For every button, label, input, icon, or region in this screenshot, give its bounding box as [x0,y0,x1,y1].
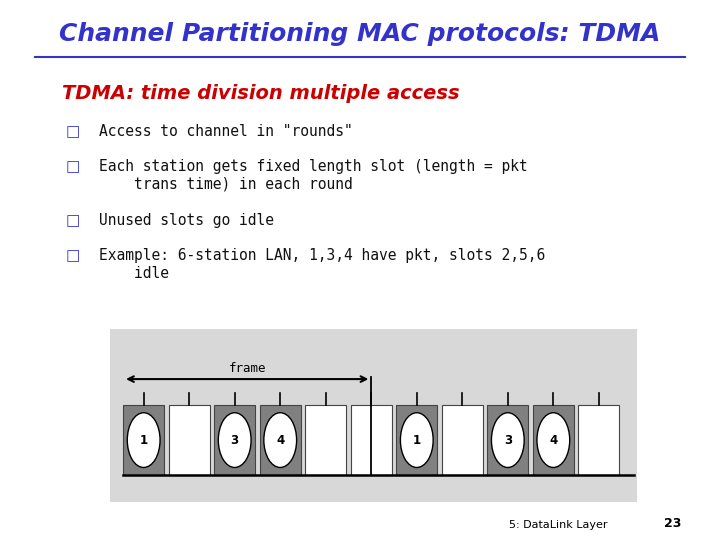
Bar [123,405,164,475]
Bar [578,405,619,475]
Text: Each station gets fixed length slot (length = pkt
    trans time) in each round: Each station gets fixed length slot (len… [99,159,528,192]
Bar [260,405,301,475]
Bar [109,329,637,502]
Bar [168,405,210,475]
Text: □: □ [66,124,80,139]
Bar [305,405,346,475]
Ellipse shape [127,413,160,468]
Bar [442,405,483,475]
Bar [396,405,437,475]
Text: 3: 3 [230,434,239,447]
Text: TDMA: time division multiple access: TDMA: time division multiple access [63,84,460,103]
Text: Access to channel in "rounds": Access to channel in "rounds" [99,124,354,139]
Text: Example: 6-station LAN, 1,3,4 have pkt, slots 2,5,6
    idle: Example: 6-station LAN, 1,3,4 have pkt, … [99,248,546,281]
Ellipse shape [218,413,251,468]
Ellipse shape [264,413,297,468]
Text: 23: 23 [665,517,682,530]
Text: 4: 4 [549,434,557,447]
Bar [533,405,574,475]
Text: 3: 3 [504,434,512,447]
Text: 1: 1 [413,434,420,447]
Text: □: □ [66,248,80,264]
Text: 5: DataLink Layer: 5: DataLink Layer [509,520,608,530]
Text: □: □ [66,159,80,174]
Ellipse shape [400,413,433,468]
Text: □: □ [66,213,80,228]
Bar [215,405,255,475]
Text: 1: 1 [140,434,148,447]
Ellipse shape [492,413,524,468]
Text: Channel Partitioning MAC protocols: TDMA: Channel Partitioning MAC protocols: TDMA [59,22,661,45]
Text: Unused slots go idle: Unused slots go idle [99,213,274,228]
Ellipse shape [537,413,570,468]
Bar [351,405,392,475]
Bar [487,405,528,475]
Text: frame: frame [228,362,266,375]
Text: 4: 4 [276,434,284,447]
